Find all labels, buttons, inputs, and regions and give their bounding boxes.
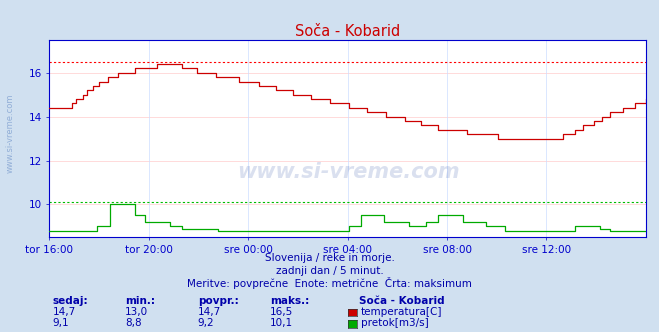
Text: Soča - Kobarid: Soča - Kobarid [359, 296, 445, 306]
Text: 14,7: 14,7 [198, 307, 221, 317]
Text: 10,1: 10,1 [270, 318, 293, 328]
Text: www.si-vreme.com: www.si-vreme.com [5, 93, 14, 173]
Text: Meritve: povprečne  Enote: metrične  Črta: maksimum: Meritve: povprečne Enote: metrične Črta:… [187, 277, 472, 289]
Text: povpr.:: povpr.: [198, 296, 239, 306]
Text: 9,2: 9,2 [198, 318, 214, 328]
Text: Slovenija / reke in morje.: Slovenija / reke in morje. [264, 253, 395, 263]
Text: min.:: min.: [125, 296, 156, 306]
Text: 9,1: 9,1 [53, 318, 69, 328]
Text: maks.:: maks.: [270, 296, 310, 306]
Title: Soča - Kobarid: Soča - Kobarid [295, 24, 400, 39]
Text: sedaj:: sedaj: [53, 296, 88, 306]
Text: temperatura[C]: temperatura[C] [361, 307, 443, 317]
Text: zadnji dan / 5 minut.: zadnji dan / 5 minut. [275, 266, 384, 276]
Text: 14,7: 14,7 [53, 307, 76, 317]
Text: 16,5: 16,5 [270, 307, 293, 317]
Text: 13,0: 13,0 [125, 307, 148, 317]
Text: 8,8: 8,8 [125, 318, 142, 328]
Text: www.si-vreme.com: www.si-vreme.com [237, 162, 460, 182]
Text: pretok[m3/s]: pretok[m3/s] [361, 318, 429, 328]
